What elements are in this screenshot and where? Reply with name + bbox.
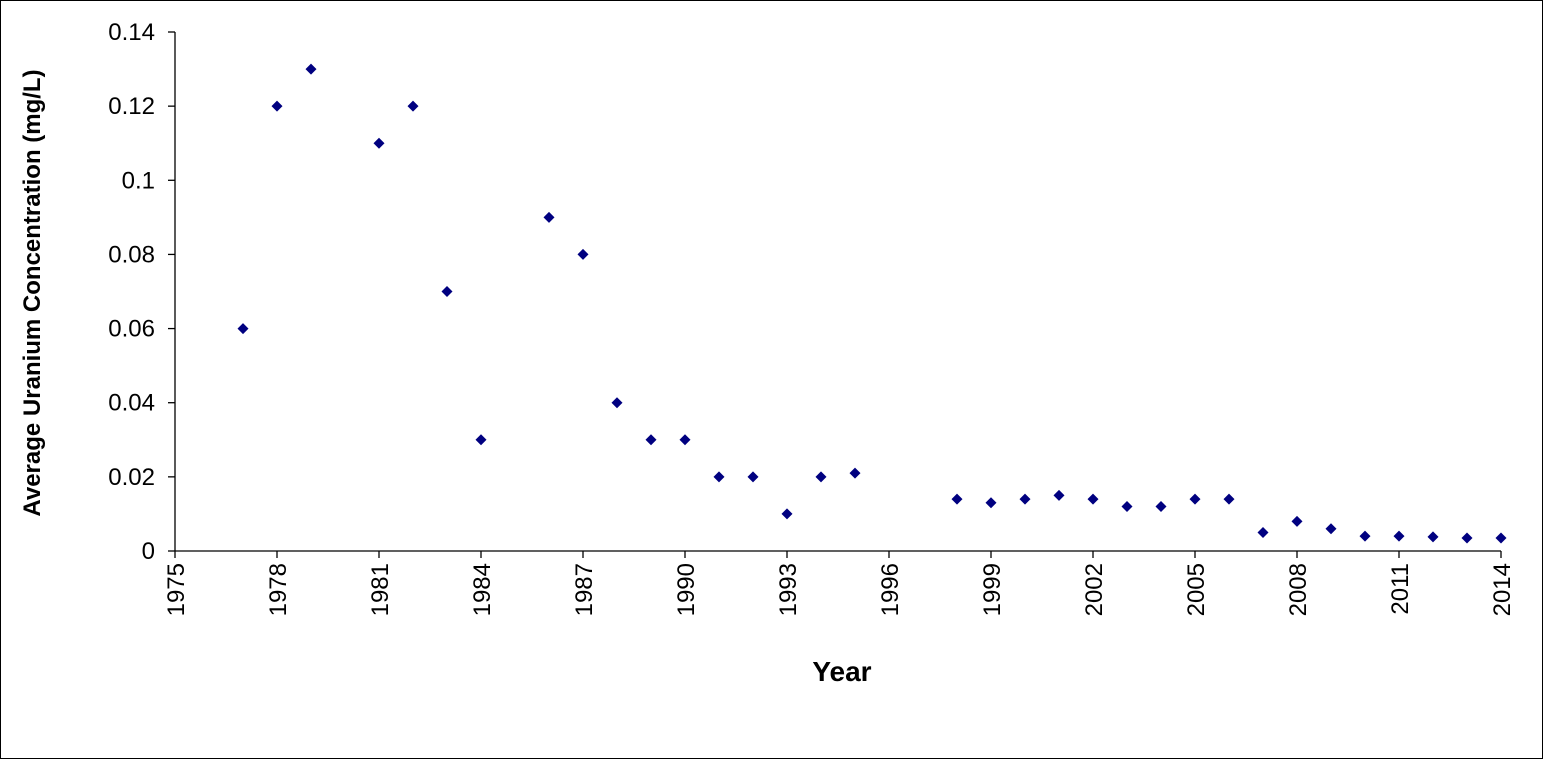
data-point — [747, 471, 759, 483]
x-tick-label: 1975 — [163, 563, 190, 616]
data-point — [1087, 493, 1099, 505]
data-point — [1461, 532, 1473, 544]
x-tick-label: 2005 — [1183, 563, 1210, 616]
y-tick-label: 0.04 — [108, 390, 155, 417]
y-tick-label: 0.12 — [108, 93, 155, 120]
y-tick-label: 0.08 — [108, 241, 155, 268]
data-point — [305, 63, 317, 75]
data-point — [543, 211, 555, 223]
x-tick-label: 1993 — [775, 563, 802, 616]
y-tick-label: 0.06 — [108, 316, 155, 343]
data-point — [679, 434, 691, 446]
data-point — [1393, 530, 1405, 542]
data-point — [441, 286, 453, 297]
data-point — [849, 467, 861, 479]
x-tick-label: 1987 — [571, 563, 598, 616]
data-point — [1019, 493, 1031, 505]
y-tick-label: 0.1 — [122, 167, 155, 194]
data-point — [713, 471, 725, 483]
data-point — [781, 508, 793, 520]
x-axis-title: Year — [812, 656, 871, 687]
data-point — [1155, 501, 1167, 513]
x-tick-label: 1999 — [979, 563, 1006, 616]
data-point — [985, 497, 997, 509]
x-tick-label: 2002 — [1081, 563, 1108, 616]
x-axis-ticks: 1975 1978 1981 1984 1987 1990 1993 1996 1999 2002… — [163, 551, 1516, 616]
data-point — [1257, 526, 1269, 538]
x-tick-label: 1996 — [877, 563, 904, 616]
x-tick-label: 2011 — [1387, 563, 1414, 615]
x-tick-label: 2014 — [1489, 563, 1516, 616]
data-point — [611, 397, 623, 409]
data-point — [1427, 531, 1439, 543]
data-points — [237, 63, 1507, 544]
data-point — [271, 100, 283, 112]
data-point — [407, 100, 419, 112]
data-point — [1121, 501, 1133, 513]
data-point — [237, 323, 249, 335]
data-point — [1359, 530, 1371, 542]
x-tick-label: 1978 — [265, 563, 292, 616]
data-point — [645, 434, 657, 446]
y-axis-ticks: 0 0.02 0.04 0.06 0.08 0.1 0.12 0.14 — [108, 19, 175, 565]
x-tick-label: 1990 — [673, 563, 700, 616]
data-point — [815, 471, 827, 483]
data-point — [475, 434, 487, 446]
data-point — [1325, 523, 1337, 535]
data-point — [1495, 532, 1507, 544]
data-point — [1189, 493, 1201, 505]
x-tick-label: 1981 — [367, 563, 394, 616]
data-point — [373, 137, 385, 149]
plot-axes — [174, 32, 1501, 552]
y-tick-label: 0.02 — [108, 464, 155, 491]
data-point — [1223, 493, 1235, 505]
x-tick-label: 1984 — [469, 563, 496, 616]
x-tick-label: 2008 — [1285, 563, 1312, 616]
y-tick-label: 0 — [142, 538, 155, 565]
data-point — [951, 493, 963, 505]
y-tick-label: 0.14 — [108, 19, 155, 46]
data-point — [577, 248, 589, 260]
data-point — [1053, 489, 1065, 501]
data-point — [1291, 515, 1303, 527]
y-axis-title: Average Uranium Concentration (mg/L) — [19, 69, 46, 516]
